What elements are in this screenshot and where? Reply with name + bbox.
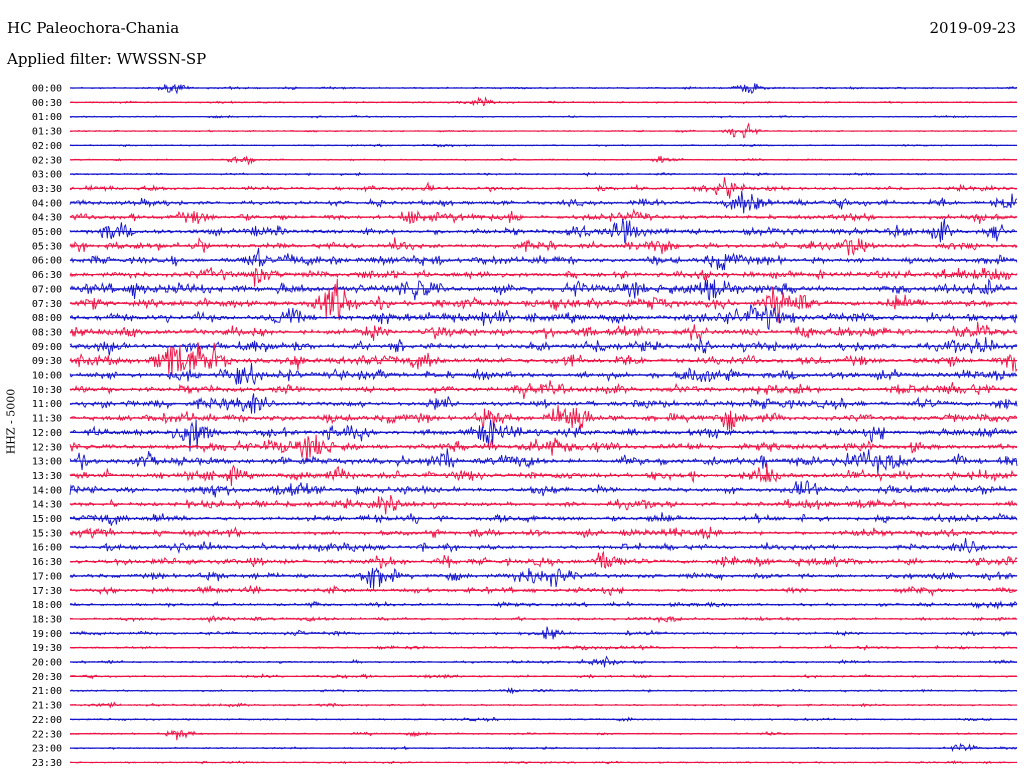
time-tick-label: 21:30 <box>32 701 62 712</box>
trace-line-1700 <box>69 567 1018 589</box>
time-tick-label: 22:00 <box>32 715 62 726</box>
time-tick-label: 08:00 <box>32 313 62 324</box>
time-tick-group: 00:00 00:30 01:00 01:30 02:00 02:30 03:00 03:30… <box>32 84 62 769</box>
time-tick-label: 08:30 <box>32 327 62 338</box>
time-tick-label: 02:30 <box>32 155 62 166</box>
time-tick-label: 18:00 <box>32 600 62 611</box>
filter-label: Applied filter: WWSSN-SP <box>7 50 207 68</box>
time-tick-label: 06:00 <box>32 256 62 267</box>
trace-line-0630 <box>69 267 1018 287</box>
trace-line-0730 <box>69 278 1018 324</box>
time-tick-label: 01:00 <box>32 112 62 123</box>
time-tick-label: 19:30 <box>32 643 62 654</box>
time-tick-label: 16:30 <box>32 557 62 568</box>
time-tick-label: 03:30 <box>32 184 62 195</box>
time-tick-label: 11:30 <box>32 414 62 425</box>
time-tick-label: 17:00 <box>32 571 62 582</box>
time-tick-label: 18:30 <box>32 614 62 625</box>
time-tick-label: 10:00 <box>32 371 62 382</box>
time-tick-label: 20:00 <box>32 658 62 669</box>
time-tick-label: 14:30 <box>32 500 62 511</box>
trace-line-1430 <box>69 494 1018 515</box>
trace-line-1400 <box>69 479 1018 498</box>
time-tick-label: 00:30 <box>32 98 62 109</box>
time-tick-label: 22:30 <box>32 729 62 740</box>
trace-line-0700 <box>70 278 1018 301</box>
trace-line-2300 <box>69 742 1018 753</box>
time-tick-label: 23:30 <box>32 758 62 769</box>
time-tick-label: 04:00 <box>32 198 62 209</box>
time-tick-label: 05:30 <box>32 241 62 252</box>
time-tick-label: 23:00 <box>32 744 62 755</box>
time-tick-label: 21:00 <box>32 686 62 697</box>
station-title: HC Paleochora-Chania <box>7 19 180 37</box>
trace-line-1600 <box>69 538 1018 555</box>
trace-line-2230 <box>69 729 1018 741</box>
time-tick-label: 09:00 <box>32 342 62 353</box>
trace-line-1630 <box>69 550 1018 569</box>
trace-line-0600 <box>69 247 1018 271</box>
time-tick-label: 01:30 <box>32 127 62 138</box>
time-tick-label: 04:30 <box>32 213 62 224</box>
time-tick-label: 19:00 <box>32 629 62 640</box>
time-tick-label: 12:00 <box>32 428 62 439</box>
time-tick-label: 05:00 <box>32 227 62 238</box>
time-tick-label: 00:00 <box>32 84 62 95</box>
trace-line-0500 <box>69 218 1018 244</box>
time-tick-label: 02:00 <box>32 141 62 152</box>
time-tick-label: 03:00 <box>32 170 62 181</box>
time-tick-label: 10:30 <box>32 385 62 396</box>
time-tick-label: 14:00 <box>32 485 62 496</box>
time-tick-label: 11:00 <box>32 399 62 410</box>
time-tick-label: 15:30 <box>32 528 62 539</box>
time-tick-label: 13:00 <box>32 457 62 468</box>
trace-line-0830 <box>69 321 1018 341</box>
date-label: 2019-09-23 <box>929 19 1016 37</box>
time-tick-label: 16:00 <box>32 543 62 554</box>
time-tick-label: 20:30 <box>32 672 62 683</box>
trace-line-1530 <box>69 526 1018 541</box>
trace-group <box>69 83 1018 765</box>
trace-line-0930 <box>69 342 1018 376</box>
time-tick-label: 12:30 <box>32 442 62 453</box>
time-tick-label: 17:30 <box>32 586 62 597</box>
trace-line-1000 <box>69 362 1018 386</box>
trace-line-0400 <box>69 190 1018 214</box>
time-tick-label: 13:30 <box>32 471 62 482</box>
trace-line-1030 <box>69 380 1018 399</box>
time-tick-label: 15:00 <box>32 514 62 525</box>
time-tick-label: 07:30 <box>32 299 62 310</box>
time-tick-label: 06:30 <box>32 270 62 281</box>
time-tick-label: 07:00 <box>32 284 62 295</box>
trace-line-0800 <box>70 304 1018 331</box>
time-tick-label: 09:30 <box>32 356 62 367</box>
